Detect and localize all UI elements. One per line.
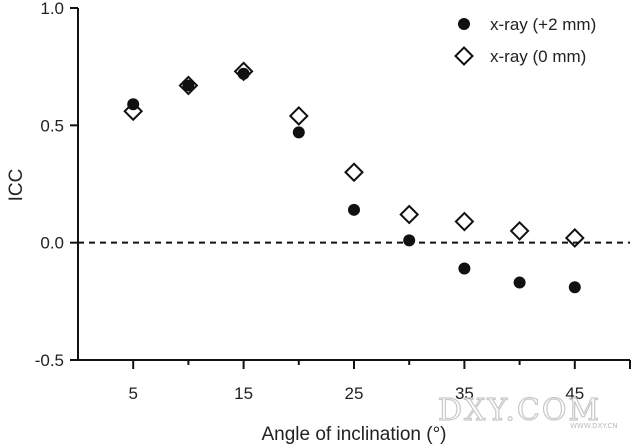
data-point [237, 67, 250, 80]
y-tick-label: -0.5 [35, 351, 64, 370]
data-point [233, 61, 254, 82]
y-tick-label: 0.5 [40, 116, 64, 135]
x-tick-label: 35 [455, 384, 474, 403]
series-2 [123, 61, 585, 248]
x-axis-title: Angle of inclination (°) [261, 424, 446, 445]
data-point [344, 162, 364, 183]
data-point [348, 203, 360, 216]
data-point [403, 234, 416, 247]
y-axis-title: ICC [6, 169, 27, 202]
data-point [513, 276, 526, 289]
data-point [182, 79, 195, 92]
data-point [123, 101, 144, 122]
legend-marker [454, 46, 474, 66]
data-point [292, 126, 305, 139]
data-point [568, 281, 581, 294]
x-tick-label: 45 [565, 384, 584, 403]
data-point [454, 211, 475, 232]
data-point [399, 204, 420, 225]
legend-item: x-ray (+2 mm) [458, 15, 596, 34]
watermark-subtext: WWW.DXY.CN [570, 422, 618, 430]
y-ticks: -0.5 0.0 0.5 1.0 [35, 0, 78, 370]
x-tick-label: 25 [345, 384, 364, 403]
data-point [288, 106, 309, 126]
legend-marker [458, 18, 470, 30]
series-1 [127, 67, 581, 294]
x-tick-label: 15 [234, 384, 253, 403]
watermark-text: DXY.COM [438, 393, 601, 428]
x-ticks: 5 15 25 35 45 [128, 360, 631, 403]
y-tick-label: 1.0 [40, 0, 64, 18]
data-point [127, 98, 140, 111]
x-tick-label: 5 [128, 384, 137, 403]
legend-label: x-ray (0 mm) [490, 47, 586, 66]
data-marks [123, 61, 585, 294]
legend: x-ray (+2 mm) x-ray (0 mm) [454, 15, 596, 66]
data-point [564, 228, 585, 248]
data-point [509, 221, 530, 241]
legend-label: x-ray (+2 mm) [490, 15, 596, 34]
data-point [178, 75, 199, 96]
legend-item: x-ray (0 mm) [454, 46, 586, 66]
watermark: DXY.COM WWW.DXY.CN [437, 392, 618, 430]
data-point [458, 262, 471, 275]
y-tick-label: 0.0 [40, 234, 64, 253]
